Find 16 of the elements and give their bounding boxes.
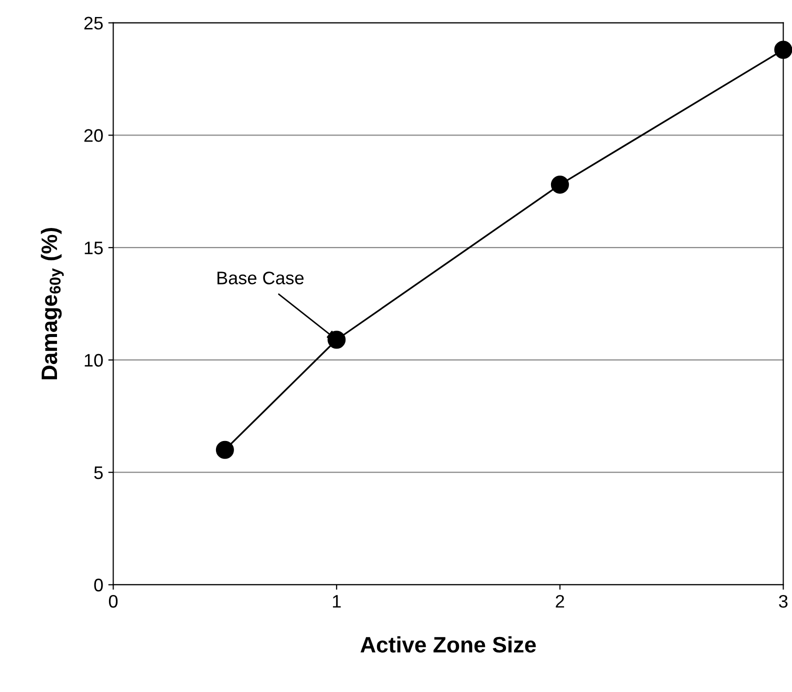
y-tick-label: 15 <box>84 242 103 254</box>
annotation: Base Case <box>218 272 304 284</box>
y-tick-label: 10 <box>84 354 103 367</box>
x-axis-title: Active Zone Size <box>360 636 536 653</box>
x-tick-label: 0 <box>108 594 118 608</box>
point <box>550 176 569 194</box>
y-tick-label: 0 <box>94 578 103 592</box>
y-tick-label: 25 <box>84 16 103 30</box>
x-tick-label: 1 <box>332 595 341 608</box>
point <box>216 440 234 459</box>
point <box>774 40 792 59</box>
y-tick-label: 20 <box>84 129 103 142</box>
y-axis-title: Damage$_{60y}$ (%) <box>40 228 64 380</box>
x-tick-label: 2 <box>556 594 564 608</box>
y-tick-label: 5 <box>94 466 103 480</box>
x-tick-label: 3 <box>778 594 788 608</box>
